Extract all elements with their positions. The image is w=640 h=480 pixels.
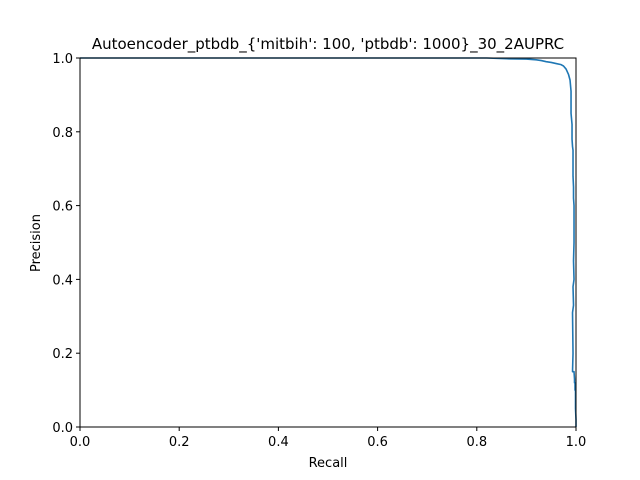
x-tick-label: 0.6 (367, 435, 388, 450)
y-axis-label: Precision (29, 214, 44, 272)
x-tick-label: 1.0 (566, 435, 587, 450)
plot-area: 0.0 0.2 0.4 0.6 0.8 1.0 0.0 0.2 0.4 0.6 0.8 1.0 (52, 52, 586, 450)
x-tick-label: 0.8 (466, 435, 487, 450)
y-tick-label: 0.0 (52, 421, 73, 436)
x-tick-label: 0.0 (70, 435, 91, 450)
chart-title: Autoencoder_ptbdb_{'mitbih': 100, 'ptbdb… (92, 35, 564, 54)
y-tick-label: 0.6 (52, 200, 73, 215)
y-tick-label: 1.0 (52, 52, 73, 67)
x-tick-label: 0.4 (268, 435, 289, 450)
y-tick-label: 0.8 (52, 126, 73, 141)
series-line-0 (80, 57, 577, 427)
x-tick-label: 0.2 (169, 435, 190, 450)
axes-frame (79, 57, 577, 428)
y-tick-label: 0.2 (52, 347, 73, 362)
x-axis-label: Recall (309, 456, 348, 471)
y-tick-label: 0.4 (52, 273, 73, 288)
